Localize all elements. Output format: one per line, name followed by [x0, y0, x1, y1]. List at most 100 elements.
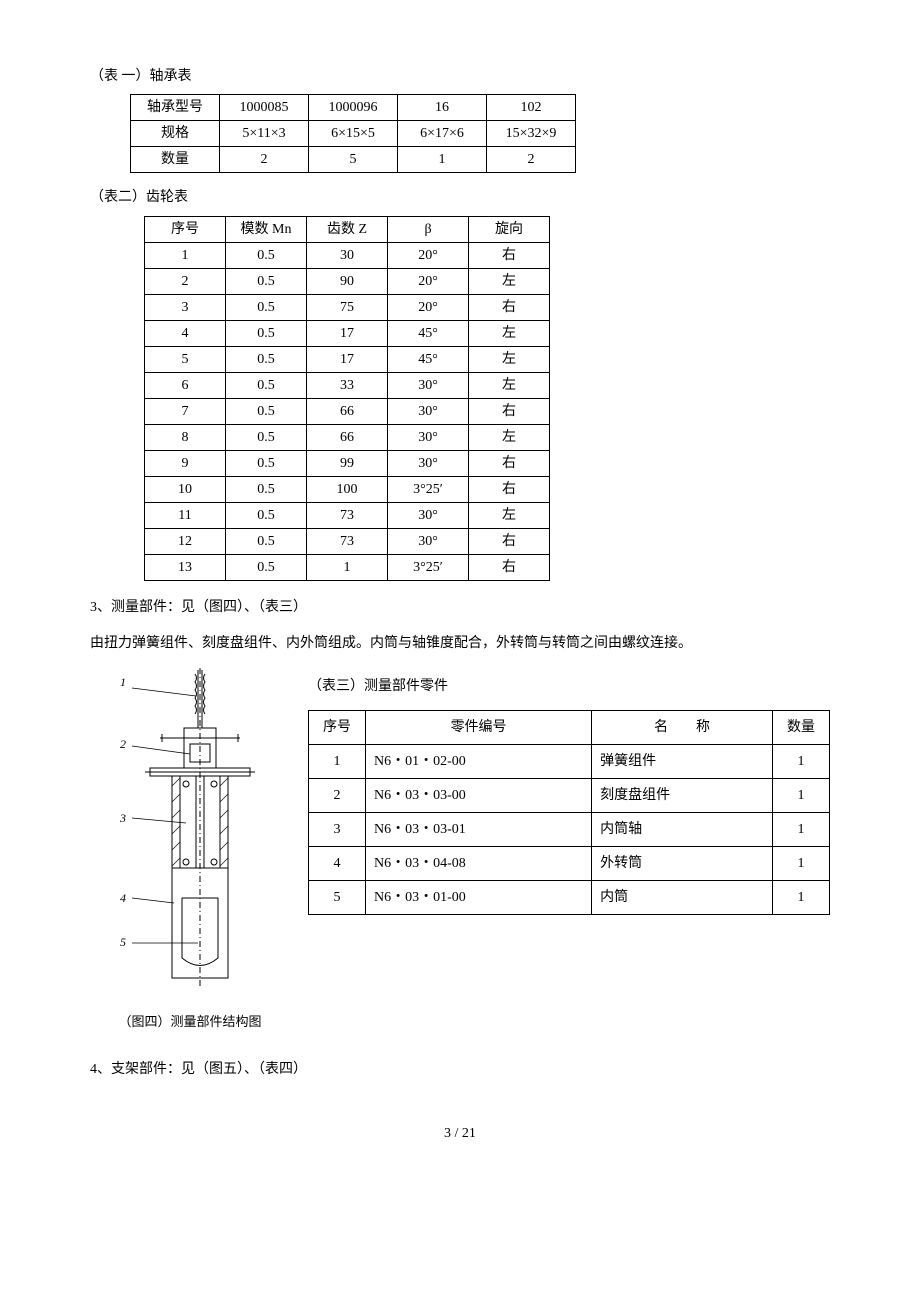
- t2-cell: 左: [469, 346, 550, 372]
- t2-cell: 0.5: [226, 346, 307, 372]
- t2-cell: 9: [145, 450, 226, 476]
- fig-label-4: 4: [120, 891, 126, 905]
- t3-cell: 4: [309, 847, 366, 881]
- table3-title: （表三）测量部件零件: [308, 676, 830, 698]
- t2-header: 齿数 Z: [307, 216, 388, 242]
- t2-cell: 30°: [388, 450, 469, 476]
- t3-cell: N6・03・03-01: [366, 813, 592, 847]
- t2-cell: 右: [469, 294, 550, 320]
- t2-cell: 30°: [388, 528, 469, 554]
- fig-label-3: 3: [119, 811, 126, 825]
- t1-cell: 102: [487, 95, 576, 121]
- t2-cell: 右: [469, 242, 550, 268]
- t2-header: 旋向: [469, 216, 550, 242]
- section4-heading: 4、支架部件：见（图五）、（表四）: [90, 1057, 830, 1084]
- t2-cell: 11: [145, 502, 226, 528]
- t2-cell: 0.5: [226, 398, 307, 424]
- t2-header: β: [388, 216, 469, 242]
- t1-cell: 数量: [131, 147, 220, 173]
- t2-cell: 1: [145, 242, 226, 268]
- fig-label-2: 2: [120, 737, 126, 751]
- t2-cell: 20°: [388, 294, 469, 320]
- t3-cell: 3: [309, 813, 366, 847]
- t3-cell: 1: [773, 847, 830, 881]
- figure4-caption: （图四）测量部件结构图: [90, 1012, 290, 1033]
- bearing-table: 轴承型号 1000085 1000096 16 102 规格 5×11×3 6×…: [130, 94, 576, 173]
- gear-table: 序号 模数 Mn 齿数 Z β 旋向 10.53020°右20.59020°左3…: [144, 216, 550, 581]
- t2-cell: 0.5: [226, 320, 307, 346]
- t2-cell: 1: [307, 554, 388, 580]
- t2-cell: 0.5: [226, 268, 307, 294]
- t1-cell: 轴承型号: [131, 95, 220, 121]
- t1-cell: 16: [398, 95, 487, 121]
- t2-cell: 左: [469, 320, 550, 346]
- t2-cell: 右: [469, 554, 550, 580]
- t2-cell: 45°: [388, 346, 469, 372]
- fig-label-1: 1: [120, 675, 126, 689]
- t2-cell: 99: [307, 450, 388, 476]
- page-number: 3 / 21: [90, 1123, 830, 1145]
- t2-cell: 左: [469, 424, 550, 450]
- t2-cell: 0.5: [226, 424, 307, 450]
- t3-cell: 1: [309, 745, 366, 779]
- t2-cell: 66: [307, 424, 388, 450]
- t2-cell: 左: [469, 502, 550, 528]
- t2-cell: 右: [469, 528, 550, 554]
- section3-body: 由扭力弹簧组件、刻度盘组件、内外筒组成。内筒与轴锥度配合，外转筒与转筒之间由螺纹…: [90, 631, 830, 658]
- t2-cell: 66: [307, 398, 388, 424]
- t2-cell: 45°: [388, 320, 469, 346]
- t2-cell: 17: [307, 320, 388, 346]
- t2-cell: 7: [145, 398, 226, 424]
- t2-cell: 30: [307, 242, 388, 268]
- table2-title: （表二）齿轮表: [90, 187, 830, 209]
- t2-cell: 2: [145, 268, 226, 294]
- t2-cell: 12: [145, 528, 226, 554]
- t3-header: 数量: [773, 711, 830, 745]
- t2-cell: 20°: [388, 242, 469, 268]
- t1-cell: 15×32×9: [487, 121, 576, 147]
- t2-cell: 90: [307, 268, 388, 294]
- t2-cell: 左: [469, 268, 550, 294]
- t1-cell: 6×15×5: [309, 121, 398, 147]
- t3-cell: N6・03・04-08: [366, 847, 592, 881]
- t2-cell: 8: [145, 424, 226, 450]
- t3-cell: 1: [773, 813, 830, 847]
- t2-cell: 100: [307, 476, 388, 502]
- section3-heading: 3、测量部件：见（图四）、（表三）: [90, 595, 830, 622]
- t3-cell: 外转筒: [592, 847, 773, 881]
- t2-cell: 4: [145, 320, 226, 346]
- t2-cell: 73: [307, 528, 388, 554]
- t3-cell: 弹簧组件: [592, 745, 773, 779]
- t2-cell: 75: [307, 294, 388, 320]
- t2-cell: 30°: [388, 372, 469, 398]
- t3-header: 序号: [309, 711, 366, 745]
- t2-cell: 右: [469, 476, 550, 502]
- t3-header: 零件编号: [366, 711, 592, 745]
- t3-cell: 1: [773, 881, 830, 915]
- t2-cell: 10: [145, 476, 226, 502]
- t3-header: 名 称: [592, 711, 773, 745]
- t2-cell: 30°: [388, 398, 469, 424]
- t2-cell: 17: [307, 346, 388, 372]
- t3-cell: 1: [773, 745, 830, 779]
- t2-header: 序号: [145, 216, 226, 242]
- t2-header: 模数 Mn: [226, 216, 307, 242]
- parts-table: 序号 零件编号 名 称 数量 1N6・01・02-00弹簧组件12N6・03・0…: [308, 710, 830, 915]
- t1-cell: 5: [309, 147, 398, 173]
- t3-cell: N6・01・02-00: [366, 745, 592, 779]
- fig-label-5: 5: [120, 935, 126, 949]
- t2-cell: 0.5: [226, 450, 307, 476]
- t3-cell: 1: [773, 779, 830, 813]
- t3-cell: 内筒轴: [592, 813, 773, 847]
- t2-cell: 0.5: [226, 294, 307, 320]
- t1-cell: 6×17×6: [398, 121, 487, 147]
- t2-cell: 5: [145, 346, 226, 372]
- t2-cell: 33: [307, 372, 388, 398]
- t2-cell: 右: [469, 450, 550, 476]
- t2-cell: 右: [469, 398, 550, 424]
- t1-cell: 2: [220, 147, 309, 173]
- t1-cell: 5×11×3: [220, 121, 309, 147]
- t3-cell: 刻度盘组件: [592, 779, 773, 813]
- t2-cell: 0.5: [226, 372, 307, 398]
- t2-cell: 0.5: [226, 554, 307, 580]
